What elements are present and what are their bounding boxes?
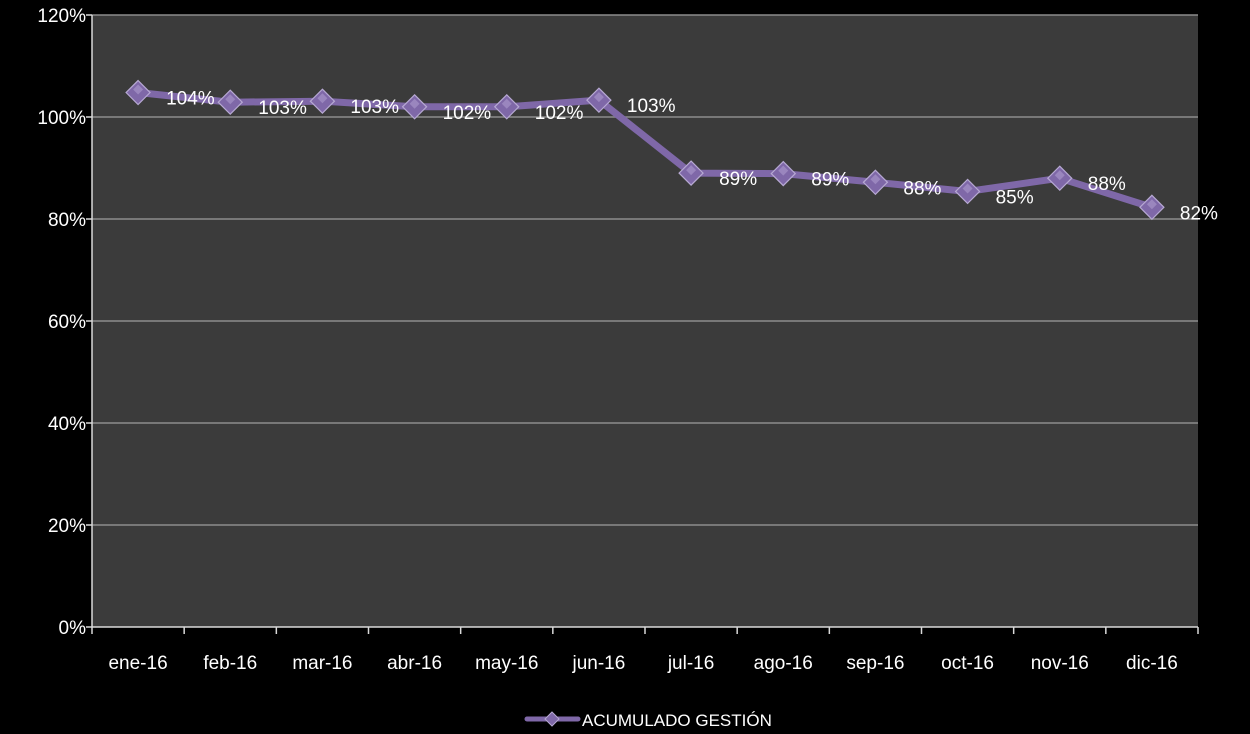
y-tick-label: 40% xyxy=(48,414,86,435)
data-label: 103% xyxy=(627,96,676,117)
x-tick-label: ago-16 xyxy=(754,653,813,674)
x-tick-label: feb-16 xyxy=(203,653,257,674)
x-tick-label: mar-16 xyxy=(292,653,352,674)
data-label: 89% xyxy=(719,169,757,190)
legend-label: ACUMULADO GESTIÓN xyxy=(582,711,772,730)
data-point-highlight xyxy=(686,165,697,176)
data-label: 104% xyxy=(166,89,215,110)
data-point-highlight xyxy=(593,92,604,103)
x-tick-label: jul-16 xyxy=(667,653,714,674)
data-label: 88% xyxy=(1088,174,1126,195)
x-tick-label: sep-16 xyxy=(846,653,904,674)
data-label: 85% xyxy=(996,187,1034,208)
x-tick-label: abr-16 xyxy=(387,653,442,674)
series-line xyxy=(134,89,1156,211)
x-tick-label: may-16 xyxy=(475,653,538,674)
data-point-highlight xyxy=(133,84,144,95)
data-point-highlight xyxy=(317,93,328,104)
data-label: 102% xyxy=(443,103,492,124)
data-label: 103% xyxy=(258,98,307,119)
legend: ACUMULADO GESTIÓN xyxy=(524,711,772,730)
y-tick-label: 120% xyxy=(37,6,86,27)
data-label: 88% xyxy=(903,178,941,199)
x-tick-label: jun-16 xyxy=(572,653,626,674)
y-tick-label: 80% xyxy=(48,210,86,231)
y-tick-label: 20% xyxy=(48,516,86,537)
x-tick-label: dic-16 xyxy=(1126,653,1178,674)
data-labels: 104% 103% 103% 102% 102% 103% 89% 89% 88% 85% 88% 8… xyxy=(166,89,1218,225)
data-point-highlight xyxy=(1146,199,1157,210)
data-label: 102% xyxy=(535,103,584,124)
y-tick-label: 100% xyxy=(37,108,86,129)
y-axis-ticks: 0% 20% 40% 60% 80% 100% 120% xyxy=(37,6,92,639)
x-tick-label: ene-16 xyxy=(108,653,167,674)
data-point-highlight xyxy=(409,98,420,109)
y-tick-label: 0% xyxy=(59,618,87,639)
x-tick-label: oct-16 xyxy=(941,653,994,674)
legend-marker xyxy=(544,711,560,727)
data-label: 103% xyxy=(350,97,399,118)
x-tick-label: nov-16 xyxy=(1031,653,1089,674)
data-label: 82% xyxy=(1180,203,1218,224)
x-axis-ticks: ene-16 feb-16 mar-16 abr-16 may-16 jun-16 jul-… xyxy=(91,627,1199,674)
data-point-highlight xyxy=(778,165,789,176)
data-point-highlight xyxy=(225,94,236,105)
gridlines xyxy=(92,14,1198,526)
data-point-highlight xyxy=(870,174,881,185)
data-point-highlight xyxy=(501,98,512,109)
data-point-highlight xyxy=(1054,170,1065,181)
data-point-highlight xyxy=(962,183,973,194)
y-tick-label: 60% xyxy=(48,312,86,333)
data-label: 89% xyxy=(811,170,849,191)
series-layer xyxy=(125,79,1165,221)
